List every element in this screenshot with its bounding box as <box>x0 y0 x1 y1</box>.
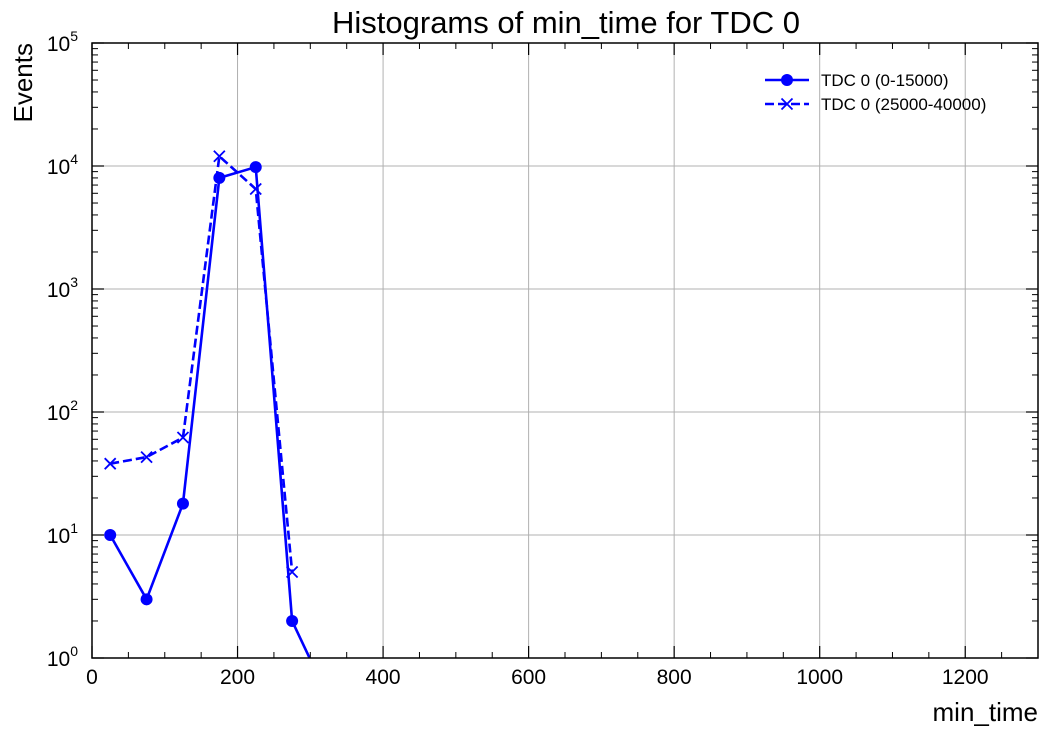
x-tick-label: 400 <box>366 666 401 689</box>
y-tick-base: 10 <box>47 648 70 671</box>
data-point <box>213 150 226 163</box>
legend-item: TDC 0 (0-15000) <box>765 71 949 90</box>
data-point <box>285 565 299 579</box>
x-tick-labels: 0 200 400 600 800 1000 1200 <box>86 666 988 689</box>
y-tick-base: 10 <box>47 279 70 302</box>
legend-marker <box>781 74 793 86</box>
y-axis-label: Events <box>8 43 38 123</box>
legend: TDC 0 (0-15000) TDC 0 (25000-40000) <box>765 71 986 114</box>
y-tick-exponent: 3 <box>70 274 78 290</box>
data-point <box>104 457 117 470</box>
y-tick-label: 105 <box>47 28 78 56</box>
legend-item: TDC 0 (25000-40000) <box>765 95 986 114</box>
grid <box>91 42 1038 659</box>
legend-marker <box>780 97 794 111</box>
y-tick-label: 104 <box>47 151 78 179</box>
y-tick-exponent: 5 <box>70 28 78 44</box>
x-tick-label: 1200 <box>942 666 989 689</box>
y-tick-label: 101 <box>47 520 78 548</box>
data-point <box>140 593 153 606</box>
series-0 <box>104 161 312 658</box>
x-tick-label: 200 <box>220 666 255 689</box>
legend-label: TDC 0 (25000-40000) <box>821 95 986 114</box>
data-point <box>176 497 189 510</box>
y-tick-base: 10 <box>47 156 70 179</box>
y-tick-exponent: 4 <box>70 151 78 167</box>
y-tick-exponent: 0 <box>70 643 78 659</box>
series-line <box>109 154 294 573</box>
x-tick-label: 800 <box>657 666 692 689</box>
chart-title: Histograms of min_time for TDC 0 <box>332 5 800 40</box>
y-tick-label: 102 <box>47 397 78 425</box>
data-point <box>249 161 262 174</box>
ticks <box>91 42 1038 659</box>
data-point <box>104 529 117 541</box>
data-point <box>176 431 190 444</box>
x-tick-label: 600 <box>511 666 546 689</box>
y-tick-base: 10 <box>47 402 70 425</box>
y-tick-label: 100 <box>47 643 78 671</box>
x-tick-label: 1000 <box>796 666 843 689</box>
y-tick-exponent: 2 <box>70 397 78 413</box>
y-tick-base: 10 <box>47 33 70 56</box>
legend-label: TDC 0 (0-15000) <box>821 71 949 90</box>
data-point <box>249 182 262 196</box>
y-tick-exponent: 1 <box>70 520 78 536</box>
series-1 <box>104 150 299 579</box>
x-axis-label: min_time <box>933 697 1038 727</box>
data-point <box>213 171 226 184</box>
data-point <box>140 450 153 464</box>
y-tick-base: 10 <box>47 525 70 548</box>
x-tick-label: 0 <box>86 666 98 689</box>
plot-frame <box>91 42 1039 659</box>
y-tick-label: 103 <box>47 274 78 302</box>
data-point <box>286 614 299 627</box>
series-layer <box>104 150 312 658</box>
